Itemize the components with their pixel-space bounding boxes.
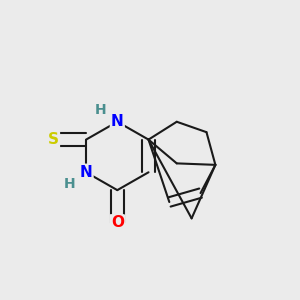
Text: N: N [80, 165, 92, 180]
Text: H: H [64, 177, 76, 190]
Text: N: N [111, 114, 124, 129]
Text: H: H [95, 103, 107, 118]
Text: S: S [48, 132, 59, 147]
Text: O: O [111, 215, 124, 230]
